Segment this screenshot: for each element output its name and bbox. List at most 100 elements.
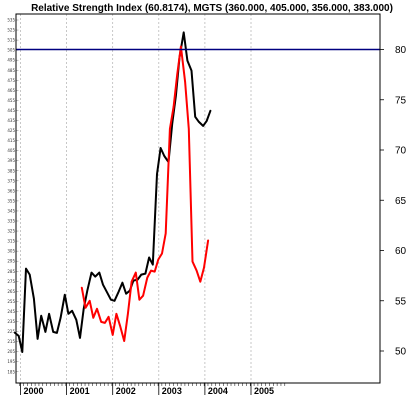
x-tick-label: 2005 [254, 386, 274, 396]
left-minor-label: 195 [7, 359, 15, 364]
left-minor-label: 245 [7, 309, 15, 314]
data-point [146, 277, 148, 279]
data-point [52, 331, 54, 333]
data-point [29, 274, 31, 276]
data-point [154, 271, 156, 273]
data-point [194, 116, 196, 118]
data-point [36, 338, 39, 340]
data-point [119, 325, 121, 327]
data-point [131, 281, 133, 283]
data-point [123, 340, 125, 342]
left-minor-label: 215 [7, 339, 15, 344]
data-point [98, 272, 100, 274]
data-point [209, 110, 212, 112]
data-point [115, 313, 117, 315]
left-minor-label: 425 [7, 128, 15, 133]
data-point [207, 239, 209, 242]
data-point [67, 313, 70, 315]
left-minor-label: 225 [7, 329, 15, 334]
data-point [150, 270, 152, 272]
left-minor-label: 275 [7, 279, 15, 284]
data-point [191, 260, 194, 263]
data-point [110, 299, 112, 301]
x-tick-label: 2000 [24, 386, 44, 396]
left-minor-label: 305 [7, 249, 15, 254]
left-minor-label: 435 [7, 118, 15, 123]
data-point [202, 125, 204, 127]
x-tick-label: 2003 [162, 386, 182, 396]
data-point [206, 120, 208, 122]
data-point [180, 45, 182, 48]
x-tick-label: 2004 [208, 386, 228, 396]
right-axis: 50 55 60 65 70 75 80 [380, 45, 407, 358]
data-point [106, 291, 108, 293]
data-point [171, 123, 173, 125]
data-point [60, 317, 62, 319]
data-point [196, 270, 198, 272]
data-point [156, 173, 158, 175]
left-minor-label: 235 [7, 319, 15, 324]
left-minor-label: 455 [7, 98, 15, 103]
data-point [127, 313, 129, 315]
data-point [83, 308, 85, 310]
data-point [14, 332, 16, 334]
data-point [25, 267, 27, 270]
left-minor-label: 505 [7, 48, 15, 53]
left-minor-label: 285 [7, 269, 15, 274]
data-point [172, 106, 175, 108]
y-tick-label: 75 [395, 95, 407, 106]
x-tick-label: 2002 [116, 386, 136, 396]
data-point [152, 263, 154, 266]
y-tick-label: 50 [395, 347, 407, 358]
left-minor-label: 335 [7, 219, 15, 224]
left-minor-label: 385 [7, 168, 15, 173]
data-point [79, 337, 81, 339]
data-point [142, 295, 144, 297]
data-lines [14, 31, 212, 353]
left-minor-label: 405 [7, 148, 15, 153]
data-point [104, 322, 106, 324]
data-point [163, 155, 165, 157]
data-point [107, 316, 110, 318]
left-minor-label: 415 [7, 138, 15, 143]
y-tick-label: 65 [395, 196, 407, 207]
data-point [140, 274, 142, 276]
data-point [184, 81, 186, 83]
data-point [113, 300, 116, 302]
data-point [188, 128, 190, 130]
left-minor-label: 345 [7, 208, 15, 213]
data-point [44, 331, 46, 333]
data-point [86, 290, 88, 292]
left-minor-label: 365 [7, 188, 15, 193]
data-point [81, 287, 83, 289]
data-point [117, 292, 119, 294]
data-point [161, 252, 163, 255]
data-point [84, 307, 87, 309]
left-minor-label: 465 [7, 88, 15, 93]
left-minor-label: 205 [7, 349, 15, 354]
data-point [48, 313, 50, 315]
data-point [89, 300, 91, 302]
data-point [186, 59, 188, 62]
data-point [144, 273, 147, 275]
data-point [199, 281, 201, 283]
series-line-2 [80, 45, 210, 342]
data-point [176, 74, 178, 76]
chart-title: Relative Strength Index (60.8174), MGTS … [31, 3, 393, 14]
data-point [190, 70, 193, 72]
data-point [33, 298, 35, 300]
left-minor-label: 255 [7, 299, 15, 304]
data-point [21, 351, 23, 353]
left-minor-label: 445 [7, 108, 15, 113]
data-point [90, 272, 93, 274]
left-minor-label: 185 [7, 369, 15, 374]
left-minor-label: 485 [7, 68, 15, 73]
left-minor-label: 515 [7, 38, 15, 43]
data-point [121, 282, 123, 284]
data-point [18, 335, 20, 337]
data-point [92, 317, 94, 319]
data-point [40, 315, 42, 317]
data-point [64, 294, 66, 296]
data-point [135, 272, 137, 274]
data-point [198, 121, 200, 123]
